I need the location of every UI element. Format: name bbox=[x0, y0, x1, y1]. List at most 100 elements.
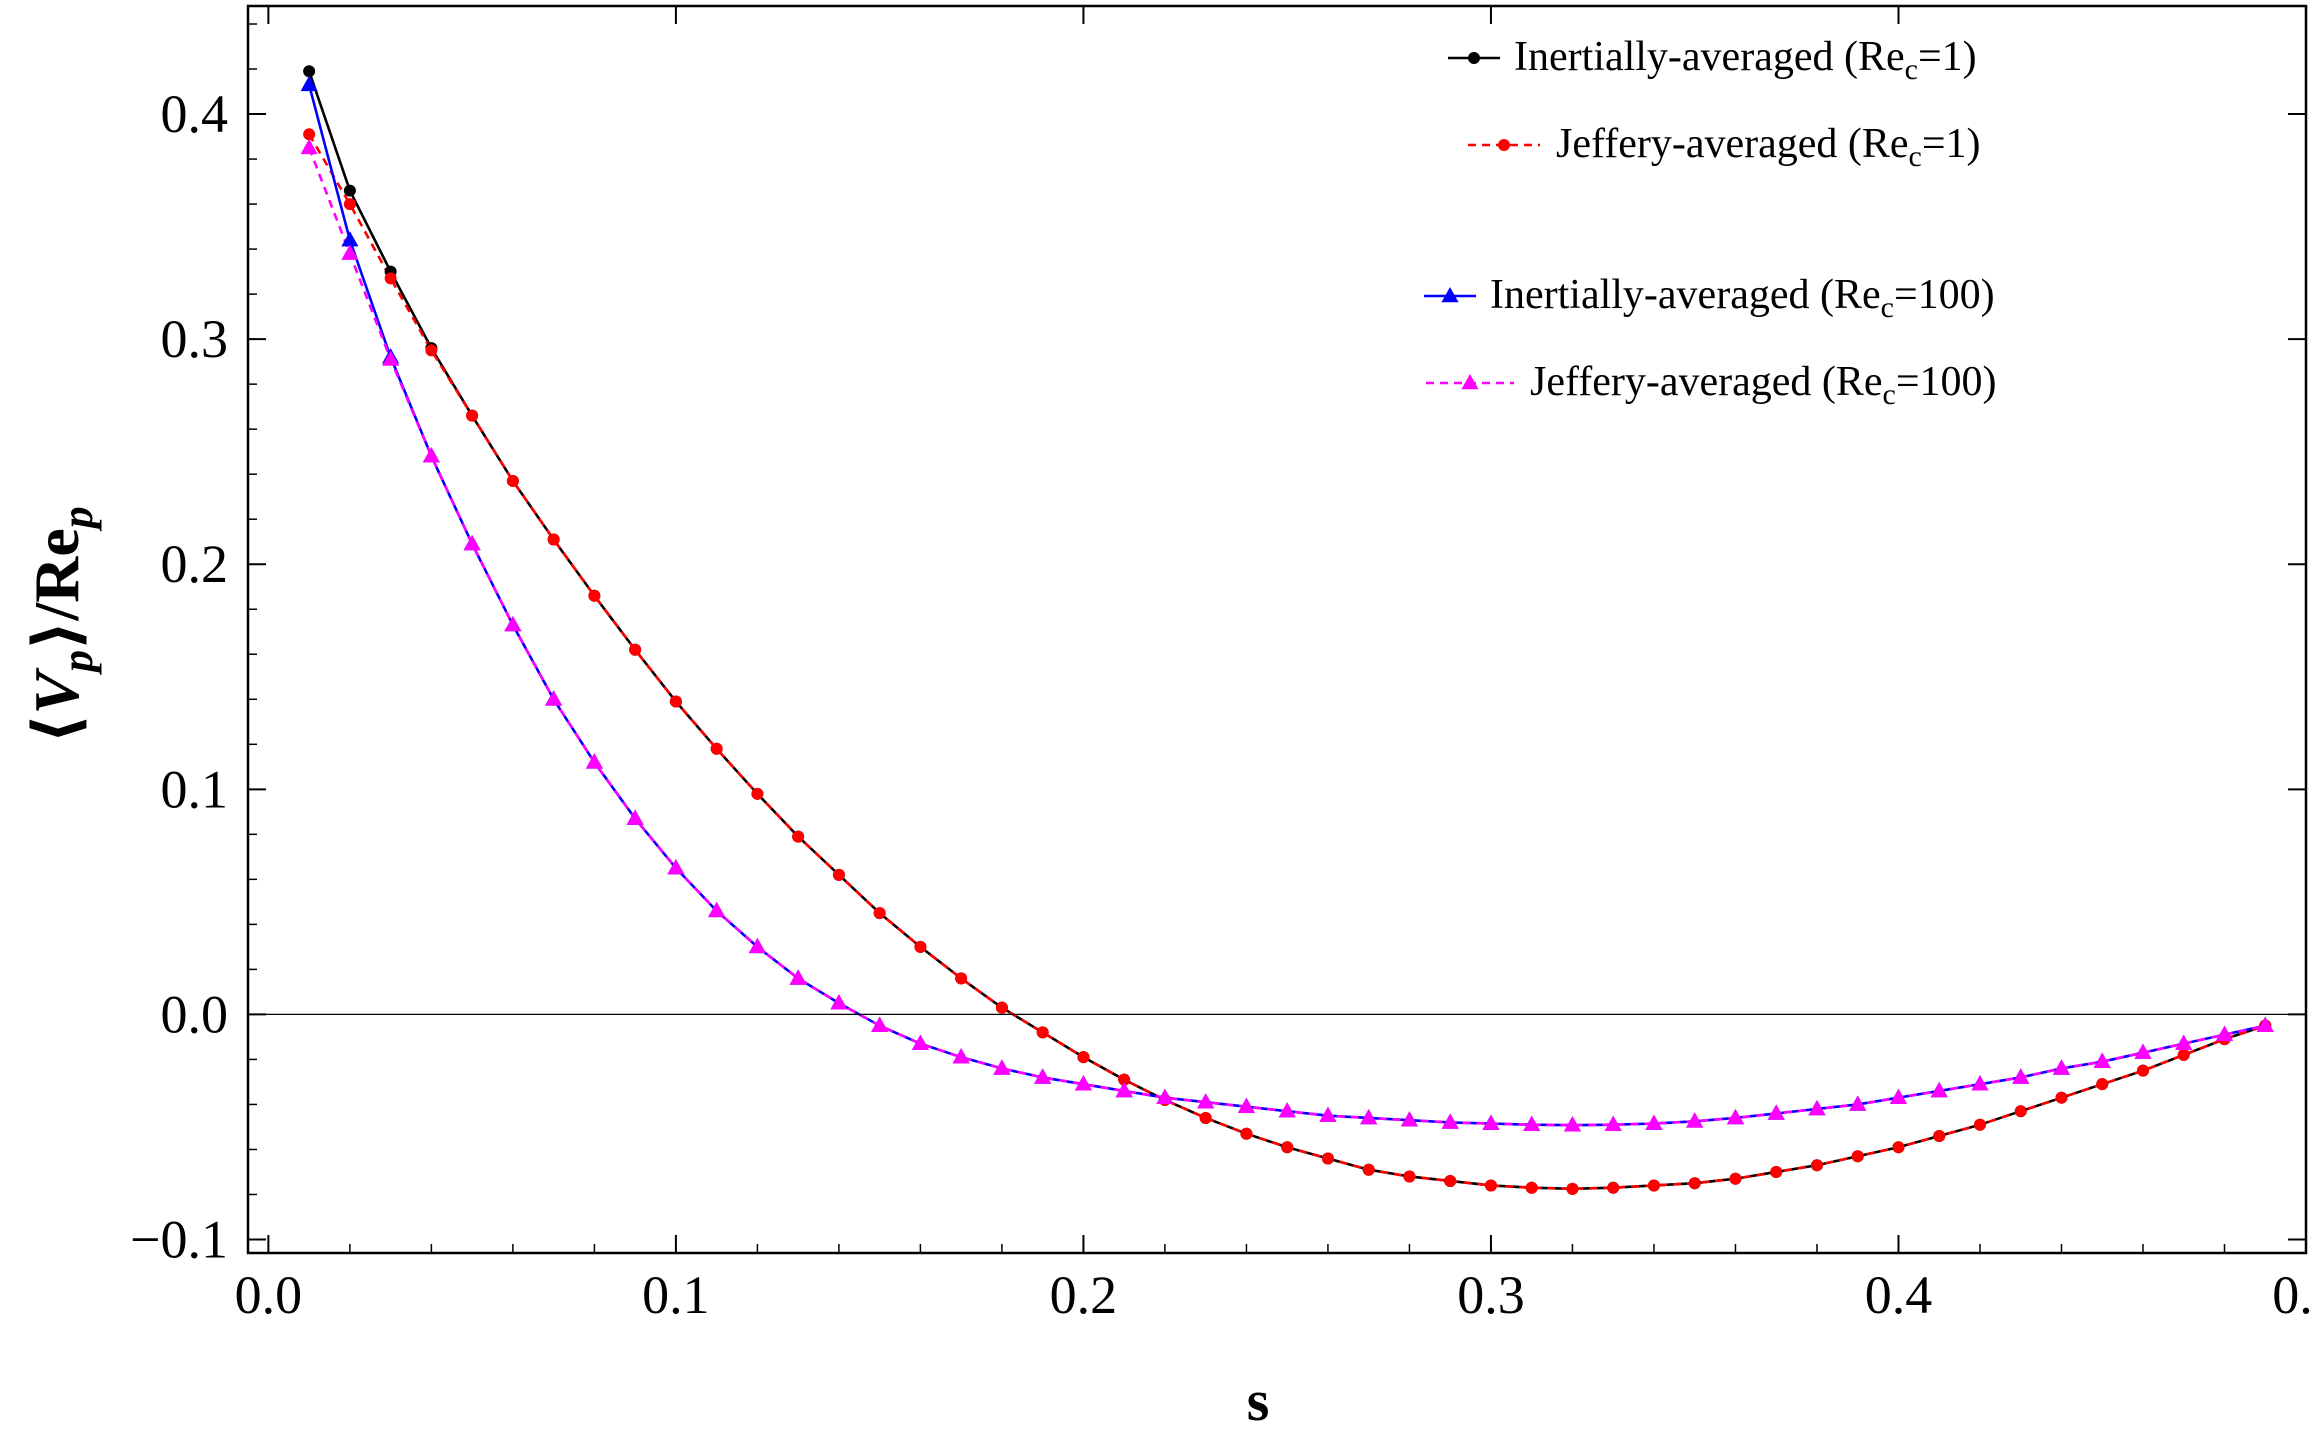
legend: Inertially-averaged (Rec=1) Jeffery-avera… bbox=[1424, 34, 1997, 411]
data-point-s3 bbox=[911, 1034, 929, 1050]
data-point-s3 bbox=[2052, 1059, 2071, 1075]
data-point-s1 bbox=[1484, 1179, 1497, 1192]
data-point-s1 bbox=[1321, 1152, 1334, 1165]
y-tick-label: 0.0 bbox=[161, 984, 229, 1044]
data-point-s1 bbox=[1933, 1129, 1946, 1142]
data-point-s3 bbox=[1156, 1088, 1174, 1104]
data-point-s3 bbox=[667, 859, 685, 875]
data-point-s1 bbox=[629, 643, 642, 656]
data-point-s3 bbox=[2256, 1016, 2274, 1032]
data-point-s1 bbox=[2014, 1105, 2027, 1118]
data-point-s0 bbox=[343, 184, 356, 197]
data-point-s0 bbox=[303, 65, 316, 78]
data-point-s3 bbox=[300, 138, 318, 155]
data-point-s3 bbox=[1889, 1088, 1908, 1104]
data-point-s3 bbox=[626, 809, 644, 825]
data-point-s3 bbox=[1971, 1075, 1989, 1091]
legend-swatch-marker bbox=[1468, 52, 1480, 64]
data-point-s1 bbox=[2096, 1078, 2109, 1091]
x-tick-label: 0.0 bbox=[235, 1265, 303, 1325]
data-point-s3 bbox=[1034, 1068, 1052, 1084]
data-point-s2 bbox=[341, 231, 359, 247]
x-tick-label: 0.1 bbox=[642, 1265, 710, 1325]
data-point-s1 bbox=[466, 409, 479, 422]
data-point-s3 bbox=[1237, 1097, 1255, 1113]
x-tick-label: 0.4 bbox=[1865, 1265, 1933, 1325]
data-point-s1 bbox=[547, 533, 560, 546]
legend-label: Jeffery-averaged (Rec=100) bbox=[1530, 359, 1997, 411]
data-point-s3 bbox=[1849, 1095, 1867, 1111]
data-point-s3 bbox=[1360, 1108, 1378, 1125]
legend-swatch-marker bbox=[1498, 139, 1510, 151]
y-axis-label: ⟨Vp⟩/Rep bbox=[21, 506, 102, 744]
data-point-s3 bbox=[2215, 1025, 2234, 1041]
data-point-s3 bbox=[2012, 1068, 2030, 1084]
data-point-s1 bbox=[1118, 1073, 1131, 1086]
data-point-s1 bbox=[1036, 1026, 1049, 1039]
data-point-s1 bbox=[588, 589, 601, 602]
data-point-s3 bbox=[748, 937, 766, 954]
data-point-s1 bbox=[1525, 1181, 1538, 1194]
y-axis-ticks: −0.1 0.0 0.1 0.2 0.3 0.4 bbox=[130, 23, 2306, 1269]
data-point-s3 bbox=[1645, 1114, 1663, 1130]
legend-label: Jeffery-averaged (Rec=1) bbox=[1556, 121, 1981, 173]
y-tick-label: 0.2 bbox=[161, 534, 229, 594]
x-tick-label: 0.5 bbox=[2272, 1265, 2314, 1325]
y-label-open: ⟨ bbox=[21, 715, 92, 744]
data-point-s3 bbox=[952, 1048, 970, 1064]
x-axis-ticks: 0.0 0.1 0.2 0.3 0.4 0.5 bbox=[235, 6, 2314, 1325]
legend-swatch-marker bbox=[1461, 374, 1479, 390]
data-point-s1 bbox=[343, 198, 356, 211]
legend-label: Inertially-averaged (Rec=1) bbox=[1514, 34, 1977, 86]
data-point-s1 bbox=[751, 787, 764, 800]
data-point-s3 bbox=[545, 690, 563, 706]
data-point-s1 bbox=[1810, 1159, 1823, 1172]
data-point-s3 bbox=[1930, 1081, 1948, 1098]
data-point-s1 bbox=[303, 128, 316, 141]
data-point-s1 bbox=[914, 940, 927, 953]
data-point-s1 bbox=[2055, 1091, 2068, 1104]
data-point-s1 bbox=[425, 344, 438, 357]
data-point-s3 bbox=[1563, 1116, 1582, 1132]
data-point-s1 bbox=[1729, 1172, 1742, 1185]
data-point-s1 bbox=[1077, 1051, 1090, 1064]
data-point-s3 bbox=[1115, 1081, 1133, 1098]
x-tick-label: 0.3 bbox=[1457, 1265, 1525, 1325]
data-point-s2 bbox=[300, 75, 318, 92]
y-label-v-sub: p bbox=[53, 650, 102, 676]
data-point-s1 bbox=[873, 907, 886, 920]
series-markers bbox=[300, 65, 2274, 1195]
y-label-close: ⟩/Re bbox=[21, 528, 92, 650]
data-point-s3 bbox=[2134, 1043, 2152, 1059]
data-point-s1 bbox=[1688, 1177, 1701, 1190]
data-point-s1 bbox=[710, 742, 723, 755]
data-point-s1 bbox=[1566, 1182, 1579, 1195]
plot-frame bbox=[246, 4, 2308, 1255]
data-point-s1 bbox=[1892, 1141, 1905, 1154]
data-point-s1 bbox=[1973, 1118, 1986, 1131]
data-point-s1 bbox=[1444, 1174, 1457, 1187]
data-point-s3 bbox=[1726, 1108, 1745, 1125]
data-point-s1 bbox=[1281, 1141, 1294, 1154]
data-point-s1 bbox=[995, 1001, 1008, 1014]
data-point-s3 bbox=[2093, 1052, 2111, 1068]
data-point-s3 bbox=[1808, 1099, 1826, 1116]
data-point-s1 bbox=[1851, 1150, 1864, 1163]
data-point-s1 bbox=[384, 272, 397, 285]
y-label-re-sub: p bbox=[53, 506, 102, 532]
y-tick-label: −0.1 bbox=[130, 1209, 228, 1269]
data-point-s3 bbox=[341, 244, 359, 260]
data-point-s3 bbox=[1686, 1112, 1704, 1128]
data-point-s1 bbox=[1240, 1127, 1253, 1140]
svg-text:⟨Vp⟩/Rep: ⟨Vp⟩/Rep bbox=[21, 506, 102, 744]
data-point-s3 bbox=[1319, 1106, 1337, 1122]
data-point-s1 bbox=[506, 474, 519, 487]
y-tick-label: 0.3 bbox=[161, 309, 229, 369]
data-point-s3 bbox=[708, 901, 726, 918]
data-point-s3 bbox=[585, 753, 603, 769]
x-axis-label: s bbox=[1247, 1368, 1270, 1431]
data-point-s3 bbox=[2175, 1034, 2193, 1050]
data-point-s1 bbox=[955, 972, 968, 985]
data-point-s3 bbox=[463, 534, 481, 551]
